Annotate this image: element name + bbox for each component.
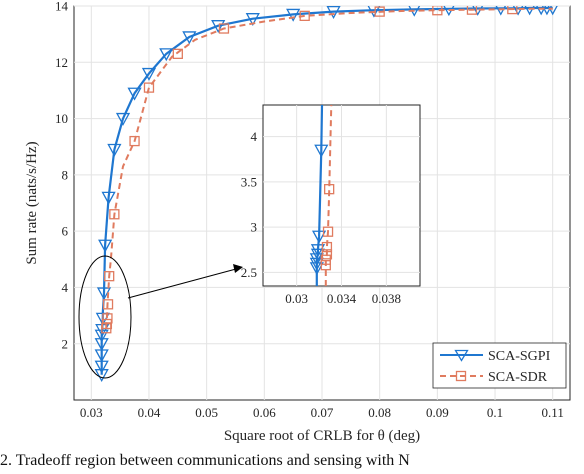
main-marker-sca-sgpi <box>94 338 109 352</box>
main-marker-sca-sdr <box>101 318 113 330</box>
inset-x-tick-label: 0.03 <box>285 291 308 306</box>
main-marker-sca-sgpi <box>96 287 112 301</box>
zoom-arrow-head <box>233 264 243 273</box>
inset-ticks: 0.03 0.034 0.038 2.5 3 3.5 4 <box>241 129 401 306</box>
main-marker-sca-sdr <box>432 6 443 16</box>
main-x-tick-label: 0.06 <box>253 405 276 420</box>
main-y-tick-label: 6 <box>62 224 69 239</box>
inset-marker-sca-sdr <box>324 184 335 195</box>
figure-caption: 2. Tradeoff region between communication… <box>0 452 410 469</box>
inset-marker-sca-sdr <box>320 260 331 271</box>
main-y-tick-label: 8 <box>62 167 69 182</box>
legend-label-sca-sdr: SCA-SDR <box>488 370 548 385</box>
main-marker-sca-sgpi <box>159 48 174 62</box>
main-marker-sca-sdr <box>109 209 120 220</box>
main-marker-sca-sgpi <box>101 191 116 205</box>
inset-y-tick-label: 2.5 <box>241 265 257 280</box>
main-marker-sca-sgpi <box>326 6 341 19</box>
inset-marker-sca-sdr <box>321 249 333 260</box>
main-marker-sca-sdr <box>143 82 155 93</box>
main-x-tick-label: 0.04 <box>138 405 161 420</box>
inset-y-tick-label: 3 <box>251 220 258 235</box>
main-marker-sca-sgpi <box>367 6 381 18</box>
main-marker-sca-sdr <box>172 48 183 59</box>
main-grid <box>74 5 570 400</box>
main-marker-sca-sdr <box>102 299 114 310</box>
legend-marker-sca-sgpi <box>454 349 469 362</box>
main-marker-sca-sgpi <box>245 13 260 27</box>
main-x-tick-label: 0.03 <box>80 405 103 420</box>
main-x-tick-label: 0.09 <box>426 405 449 420</box>
inset-marker-sca-sdr <box>320 254 331 265</box>
main-y-tick-label: 2 <box>62 336 69 351</box>
inset-marker-sca-sgpi <box>314 144 329 158</box>
inset-marker-sca-sdr <box>321 241 333 253</box>
main-marker-sca-sgpi <box>98 239 113 253</box>
inset-x-tick-label: 0.038 <box>372 291 401 306</box>
legend-marker-sca-sdr <box>455 370 467 382</box>
y-axis-label: Sum rate (nats/s/Hz) <box>24 141 40 264</box>
inset-marker-sca-sgpi <box>310 244 326 258</box>
main-marker-sca-sdr <box>102 313 113 324</box>
legend: SCA-SGPI SCA-SDR <box>432 342 567 389</box>
main-marker-sca-sgpi <box>115 112 131 126</box>
main-y-tick-label: 12 <box>55 55 68 70</box>
legend-label-sca-sgpi: SCA-SGPI <box>488 349 551 364</box>
inset-series-group <box>309 105 335 286</box>
zoom-arrow <box>127 268 237 299</box>
inset-marker-sca-sgpi <box>309 262 324 276</box>
main-series <box>94 6 558 383</box>
inset-marker-sca-sdr <box>322 226 334 237</box>
main-marker-sca-sgpi <box>107 143 122 157</box>
main-y-tick-label: 4 <box>62 280 69 295</box>
main-x-tick-label: 0.08 <box>368 405 391 420</box>
main-x-tick-label: 0.05 <box>195 405 218 420</box>
main-y-tick-label: 14 <box>55 0 69 14</box>
main-x-tick-label: 0.11 <box>542 405 564 420</box>
main-marker-sca-sdr <box>466 6 478 15</box>
x-axis-label: Square root of CRLB for θ (deg) <box>224 428 420 444</box>
main-marker-sca-sgpi <box>211 20 226 34</box>
inset-y-tick-label: 3.5 <box>241 174 257 189</box>
main-marker-sca-sdr <box>507 6 518 15</box>
main-ticks: 0.03 0.04 0.05 0.06 0.07 0.08 0.09 0.1 0.11 2 4 6 8 1… <box>55 0 564 420</box>
inset-y-tick-label: 4 <box>251 129 258 144</box>
main-x-tick-label: 0.07 <box>311 405 334 420</box>
main-marker-sca-sdr <box>129 135 140 147</box>
main-series-group <box>94 6 558 383</box>
main-marker-sca-sdr <box>299 10 310 22</box>
inset-grid <box>263 105 420 286</box>
main-marker-sca-sdr <box>218 23 230 34</box>
inset-series <box>309 105 335 286</box>
main-marker-sca-sgpi <box>182 31 197 45</box>
main-marker-sca-sdr <box>104 271 115 282</box>
main-marker-sca-sgpi <box>127 87 142 101</box>
main-x-tick-label: 0.1 <box>487 405 503 420</box>
main-marker-sca-sdr <box>374 6 385 17</box>
inset-x-tick-label: 0.034 <box>327 291 357 306</box>
main-marker-sca-sgpi <box>94 369 109 383</box>
main-y-tick-label: 10 <box>55 111 68 126</box>
zoom-region-ellipse <box>78 255 132 379</box>
main-marker-sca-sgpi <box>286 8 301 22</box>
main-series-line-sca-sdr <box>105 7 553 329</box>
inset-marker-sca-sgpi <box>311 230 327 244</box>
main-marker-sca-sgpi <box>141 67 157 81</box>
